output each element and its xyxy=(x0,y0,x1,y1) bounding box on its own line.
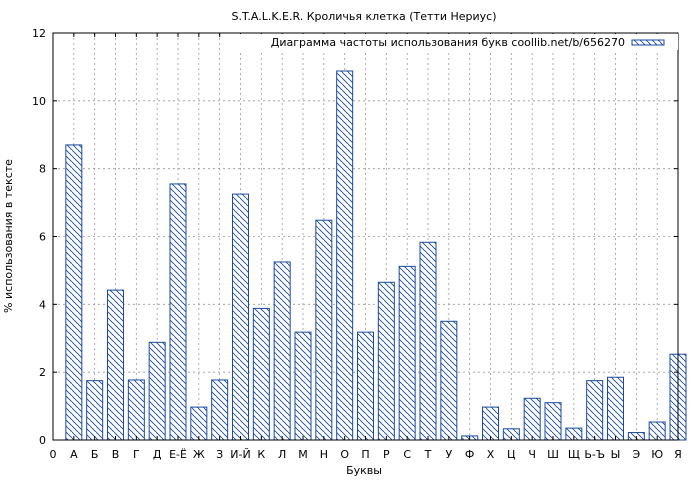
x-tick-label: Ш xyxy=(547,448,559,461)
x-tick-label: Э xyxy=(632,448,640,461)
x-tick-label: Д xyxy=(153,448,162,461)
bar xyxy=(482,406,499,441)
bar xyxy=(148,341,166,441)
bar xyxy=(586,380,604,441)
x-tick-label: А xyxy=(70,448,78,461)
bar xyxy=(273,261,291,441)
legend-swatch xyxy=(631,39,665,46)
chart-title: S.T.A.L.K.E.R. Кроличья клетка (Тетти Не… xyxy=(231,10,496,23)
bars xyxy=(65,70,687,441)
y-tick-label: 8 xyxy=(39,163,46,176)
bar xyxy=(232,193,249,441)
legend: Диаграмма частоты использования букв coo… xyxy=(240,34,678,50)
legend-label: Диаграмма частоты использования букв coo… xyxy=(271,36,625,49)
x-tick-label: Х xyxy=(487,448,495,461)
x-axis-label: Буквы xyxy=(346,464,382,477)
x-tick-label: Б xyxy=(91,448,99,461)
x-tick-label: У xyxy=(445,448,452,461)
bar xyxy=(211,379,229,441)
x-tick-label: Ь-Ъ xyxy=(584,448,605,461)
x-tick-label: З xyxy=(216,448,223,461)
y-tick-label: 0 xyxy=(39,434,46,447)
x-tick-label: Н xyxy=(320,448,328,461)
bar xyxy=(398,265,416,441)
y-tick-label: 2 xyxy=(39,366,46,379)
bar xyxy=(190,406,208,441)
x-tick-label: Щ xyxy=(568,448,580,461)
y-tick-label: 6 xyxy=(39,231,46,244)
legend-background xyxy=(240,34,678,50)
x-tick-label: Ы xyxy=(611,448,621,461)
x-tick-label: Р xyxy=(383,448,390,461)
bar xyxy=(419,241,437,441)
bar xyxy=(169,183,187,441)
x-tick-label: Ж xyxy=(193,448,205,461)
x-tick-label: В xyxy=(112,448,120,461)
bar xyxy=(65,144,83,441)
bar xyxy=(544,402,562,441)
x-tick-label: М xyxy=(298,448,308,461)
x-tick-label: Ф xyxy=(465,448,474,461)
x-tick-label: Т xyxy=(424,448,432,461)
bar xyxy=(607,376,624,441)
bar xyxy=(107,289,124,441)
x-tick-label: Ц xyxy=(507,448,516,461)
bar xyxy=(252,307,270,441)
x-tick-label: Е-Ё xyxy=(169,448,187,461)
bar xyxy=(523,397,541,441)
y-tick-label: 4 xyxy=(39,298,46,311)
y-tick-label: 10 xyxy=(32,95,46,108)
bar xyxy=(127,379,145,441)
x-tick-label: С xyxy=(403,448,411,461)
bar xyxy=(377,281,395,441)
y-tick-labels: 0 2 4 6 8 10 12 xyxy=(32,27,46,447)
x-tick-label: 0 xyxy=(50,448,57,461)
bar xyxy=(294,331,312,441)
bar xyxy=(336,70,354,441)
bar xyxy=(440,320,458,441)
x-tick-label: И-Й xyxy=(230,448,250,461)
x-tick-label: П xyxy=(361,448,369,461)
x-tick-label: Г xyxy=(133,448,140,461)
bar xyxy=(86,380,104,441)
x-tick-label: Ю xyxy=(651,448,663,461)
x-tick-label: К xyxy=(257,448,265,461)
bar xyxy=(357,331,374,441)
x-tick-label: О xyxy=(340,448,349,461)
bar xyxy=(315,219,333,441)
x-tick-label: Л xyxy=(278,448,286,461)
grid xyxy=(53,33,678,440)
y-axis-label: % использования в тексте xyxy=(2,159,15,313)
y-tick-label: 12 xyxy=(32,27,46,40)
x-tick-label: Я xyxy=(674,448,682,461)
x-tick-labels: 0 А Б В Г Д Е-Ё Ж З И-Й К Л М Н О П Р С Т У Ф Х Ц Ч Ш Щ Ь-Ъ Ы Э Ю Я xyxy=(50,448,682,461)
x-tick-label: Ч xyxy=(528,448,536,461)
